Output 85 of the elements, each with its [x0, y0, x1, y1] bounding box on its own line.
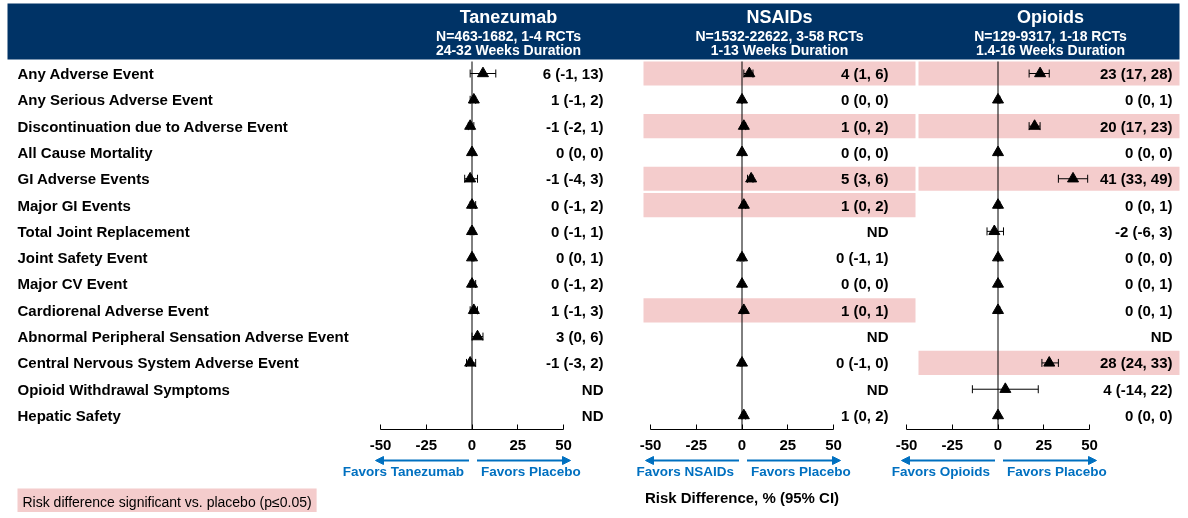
- text: ND: [866, 328, 889, 346]
- chart-subtitle: N=129-9317, 1-18 RCTs 1.4-16 Weeks Duration: [974, 27, 1128, 58]
- data-label: 20 (17, 23): [1099, 117, 1173, 135]
- x-tick-label: -50: [369, 435, 392, 453]
- data-label: 0 (-1, 2): [550, 196, 604, 214]
- data-label: 28 (24, 33): [1099, 354, 1173, 372]
- y-tick-label: Joint Safety Event: [17, 249, 148, 267]
- text: Favors Placebo: [751, 464, 851, 479]
- y-tick-label: GI Adverse Events: [17, 170, 150, 188]
- text: Risk difference significant vs. placebo (p≤0.05): [22, 493, 312, 510]
- data-label: 1 (-1, 3): [550, 301, 604, 319]
- data-label: -2 (-6, 3): [1114, 222, 1173, 240]
- text: ND: [1150, 328, 1173, 346]
- x-tick-label: 0: [993, 435, 1003, 453]
- chart-title: Opioids: [1017, 6, 1084, 27]
- data-label: 41 (33, 49): [1099, 170, 1173, 188]
- x-tick-label: -25: [941, 435, 964, 453]
- text: Favors Tanezumab: [342, 464, 465, 479]
- data-label: 4 (1, 6): [840, 65, 889, 82]
- data-label: 0 (-1, 0): [835, 354, 889, 372]
- data-label: 1 (-1, 2): [550, 91, 604, 109]
- text: ND: [581, 380, 604, 398]
- data-label: 6 (-1, 13): [542, 65, 604, 82]
- y-tick-label: Major GI Events: [17, 196, 131, 214]
- data-label: -1 (-4, 3): [545, 170, 604, 188]
- data-label: 0 (-1, 1): [835, 249, 889, 267]
- y-tick-label: Discontinuation due to Adverse Event: [17, 117, 288, 135]
- y-tick-label: Opioid Withdrawal Symptoms: [17, 380, 230, 398]
- text: Favors NSAIDs: [636, 464, 735, 479]
- data-label: 5 (3, 6): [840, 170, 889, 188]
- x-tick-label: -25: [415, 435, 438, 453]
- x-tick-label: 0: [467, 435, 477, 453]
- data-label: 1 (0, 2): [840, 196, 889, 214]
- y-tick-label: Central Nervous System Adverse Event: [17, 354, 299, 372]
- data-label: 0 (-1, 1): [550, 222, 604, 240]
- data-label: -1 (-3, 2): [545, 354, 604, 372]
- y-tick-label: Cardiorenal Adverse Event: [17, 301, 209, 319]
- text: ND: [581, 407, 604, 425]
- data-label: 0 (0, 1): [555, 249, 604, 267]
- x-tick-label: -50: [639, 435, 662, 453]
- data-label: 1 (0, 1): [840, 301, 889, 319]
- data-label: 0 (-1, 2): [550, 275, 604, 293]
- text: ND: [866, 380, 889, 398]
- x-tick-label: 25: [1035, 435, 1053, 453]
- data-label: 0 (0, 0): [1124, 407, 1173, 425]
- data-label: 0 (0, 0): [840, 91, 889, 109]
- data-label: 0 (0, 1): [1124, 301, 1173, 319]
- data-label: 4 (-14, 22): [1103, 380, 1173, 398]
- chart-subtitle: N=463-1682, 1-4 RCTs 24-32 Weeks Duration: [435, 27, 582, 58]
- y-tick-label: Any Adverse Event: [17, 65, 154, 82]
- chart-title: Tanezumab: [459, 6, 558, 27]
- x-tick-label: 50: [555, 435, 572, 453]
- y-tick-label: Total Joint Replacement: [17, 222, 190, 240]
- y-tick-label: Hepatic Safety: [17, 407, 122, 425]
- text: ND: [866, 222, 889, 240]
- data-label: 1 (0, 2): [840, 117, 889, 135]
- x-tick-label: 0: [737, 435, 747, 453]
- data-label: 0 (0, 1): [1124, 91, 1173, 109]
- data-label: -1 (-2, 1): [545, 117, 604, 135]
- data-label: 0 (0, 0): [840, 275, 889, 293]
- data-label: 0 (0, 1): [1124, 275, 1173, 293]
- x-tick-label: -50: [895, 435, 918, 453]
- data-label: 0 (0, 0): [1124, 143, 1173, 161]
- y-tick-label: Abnormal Peripheral Sensation Adverse Event: [17, 328, 349, 346]
- text: Favors Opioids: [891, 464, 991, 479]
- x-tick-label: 50: [825, 435, 842, 453]
- data-label: 0 (0, 0): [840, 143, 889, 161]
- data-label: 1 (0, 2): [840, 407, 889, 425]
- data-label: 0 (0, 0): [555, 143, 604, 161]
- data-label: 23 (17, 28): [1099, 65, 1173, 82]
- x-tick-label: -25: [685, 435, 708, 453]
- chart-subtitle: N=1532-22622, 3-58 RCTs 1-13 Weeks Duration: [695, 27, 864, 58]
- data-label: 3 (0, 6): [555, 328, 604, 346]
- y-tick-label: Major CV Event: [17, 275, 128, 293]
- y-tick-label: Any Serious Adverse Event: [17, 91, 213, 109]
- text: Favors Placebo: [1007, 464, 1107, 479]
- x-tick-label: 50: [1081, 435, 1098, 453]
- data-label: 0 (0, 1): [1124, 196, 1173, 214]
- x-tick-label: 25: [509, 435, 527, 453]
- text: Favors Placebo: [481, 464, 581, 479]
- data-label: 0 (0, 0): [1124, 249, 1173, 267]
- y-tick-label: All Cause Mortality: [17, 143, 154, 161]
- x-tick-label: 25: [779, 435, 797, 453]
- chart-title: NSAIDs: [746, 6, 813, 27]
- x-axis-title: Risk Difference, % (95% CI): [644, 489, 840, 506]
